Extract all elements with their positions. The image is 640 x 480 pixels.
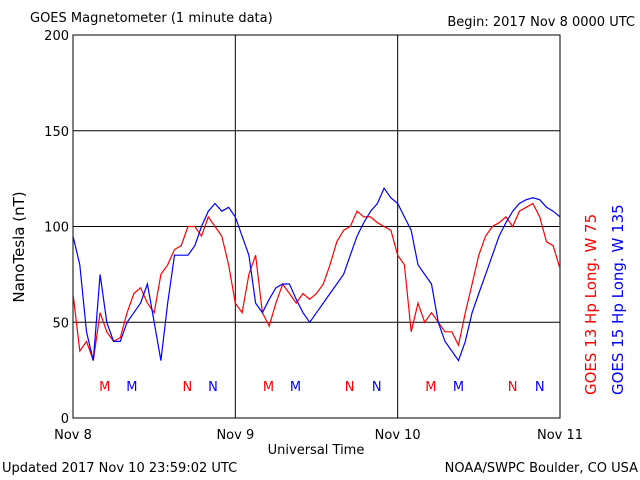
chart-title: GOES Magnetometer (1 minute data) xyxy=(30,11,273,26)
y-tick-label: 0 xyxy=(61,412,69,427)
y-tick-label: 50 xyxy=(52,316,69,331)
day-marker: N xyxy=(535,380,545,395)
x-tick-label: Nov 11 xyxy=(537,428,583,443)
y-tick-label: 150 xyxy=(44,125,69,140)
day-marker: M xyxy=(99,380,110,395)
day-marker: M xyxy=(453,380,464,395)
day-marker: N xyxy=(508,380,518,395)
legend-entry: GOES 15 Hp Long. W 135 xyxy=(609,204,627,395)
data-line xyxy=(73,202,560,361)
x-axis-label: Universal Time xyxy=(268,443,365,458)
y-tick-label: 200 xyxy=(44,29,69,44)
day-marker: N xyxy=(182,380,192,395)
footer-left: Updated 2017 Nov 10 23:59:02 UTC xyxy=(2,461,237,476)
x-tick-label: Nov 8 xyxy=(54,428,92,443)
y-tick-label: 100 xyxy=(44,221,69,236)
day-marker: M xyxy=(126,380,137,395)
day-marker: N xyxy=(372,380,382,395)
y-axis-label: NanoTesla (nT) xyxy=(10,191,28,302)
legend-entry: GOES 13 Hp Long. W 75 xyxy=(582,214,600,395)
x-tick-label: Nov 10 xyxy=(375,428,421,443)
day-marker: M xyxy=(425,380,436,395)
day-marker: N xyxy=(208,380,218,395)
footer-right: NOAA/SWPC Boulder, CO USA xyxy=(445,461,638,476)
day-marker: M xyxy=(290,380,301,395)
chart-subtitle: Begin: 2017 Nov 8 0000 UTC xyxy=(447,15,635,30)
data-line xyxy=(73,186,560,362)
x-tick-label: Nov 9 xyxy=(216,428,254,443)
day-marker: M xyxy=(263,380,274,395)
day-marker: N xyxy=(345,380,355,395)
